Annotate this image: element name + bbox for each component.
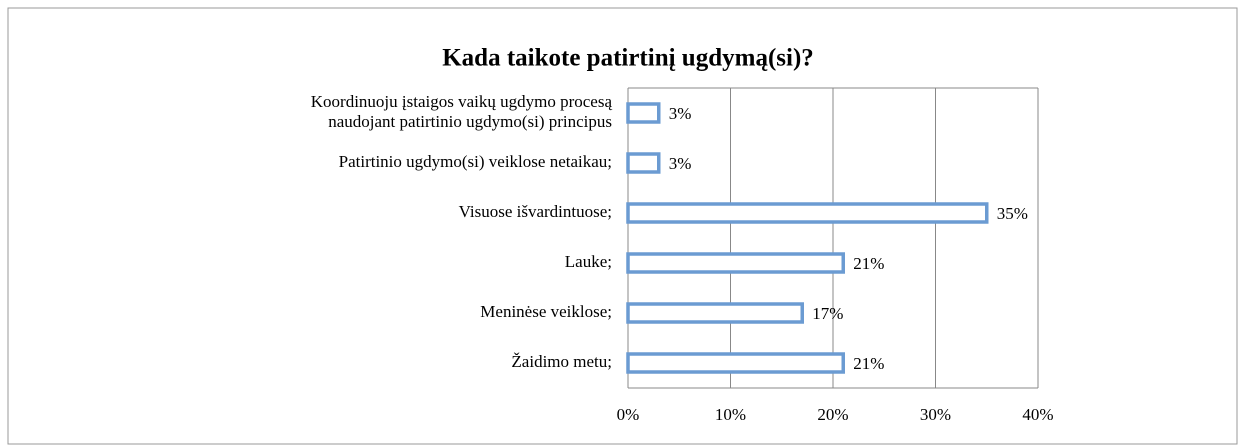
x-tick-label: 20%: [817, 405, 848, 424]
value-label: 3%: [669, 154, 692, 173]
x-tick-label: 10%: [715, 405, 746, 424]
y-tick-label: Visuose išvardintuose;: [459, 202, 612, 221]
chart-title: Kada taikote patirtinį ugdymą(si)?: [442, 45, 814, 72]
value-label: 35%: [997, 204, 1028, 223]
value-label: 21%: [853, 254, 884, 273]
x-tick-label: 30%: [920, 405, 951, 424]
value-label: 3%: [669, 104, 692, 123]
value-label: 21%: [853, 354, 884, 373]
y-tick-label: Patirtinio ugdymo(si) veiklose netaikau;: [339, 152, 612, 171]
bar: [626, 102, 661, 124]
bar: [626, 252, 845, 274]
y-tick-label: Žaidimo metu;: [511, 352, 612, 371]
x-tick-label: 40%: [1022, 405, 1053, 424]
y-tick-label: naudojant patirtinio ugdymo(si) principu…: [328, 112, 612, 131]
bar: [626, 302, 804, 324]
bar: [626, 152, 661, 174]
x-tick-label: 0%: [617, 405, 640, 424]
y-tick-label: Meninėse veiklose;: [480, 302, 612, 321]
value-label: 17%: [812, 304, 843, 323]
bar: [626, 352, 845, 374]
bar: [626, 202, 989, 224]
chart-frame: [7, 7, 1238, 445]
y-tick-label: Koordinuoju įstaigos vaikų ugdymo proces…: [311, 92, 613, 111]
y-tick-label: Lauke;: [565, 252, 612, 271]
